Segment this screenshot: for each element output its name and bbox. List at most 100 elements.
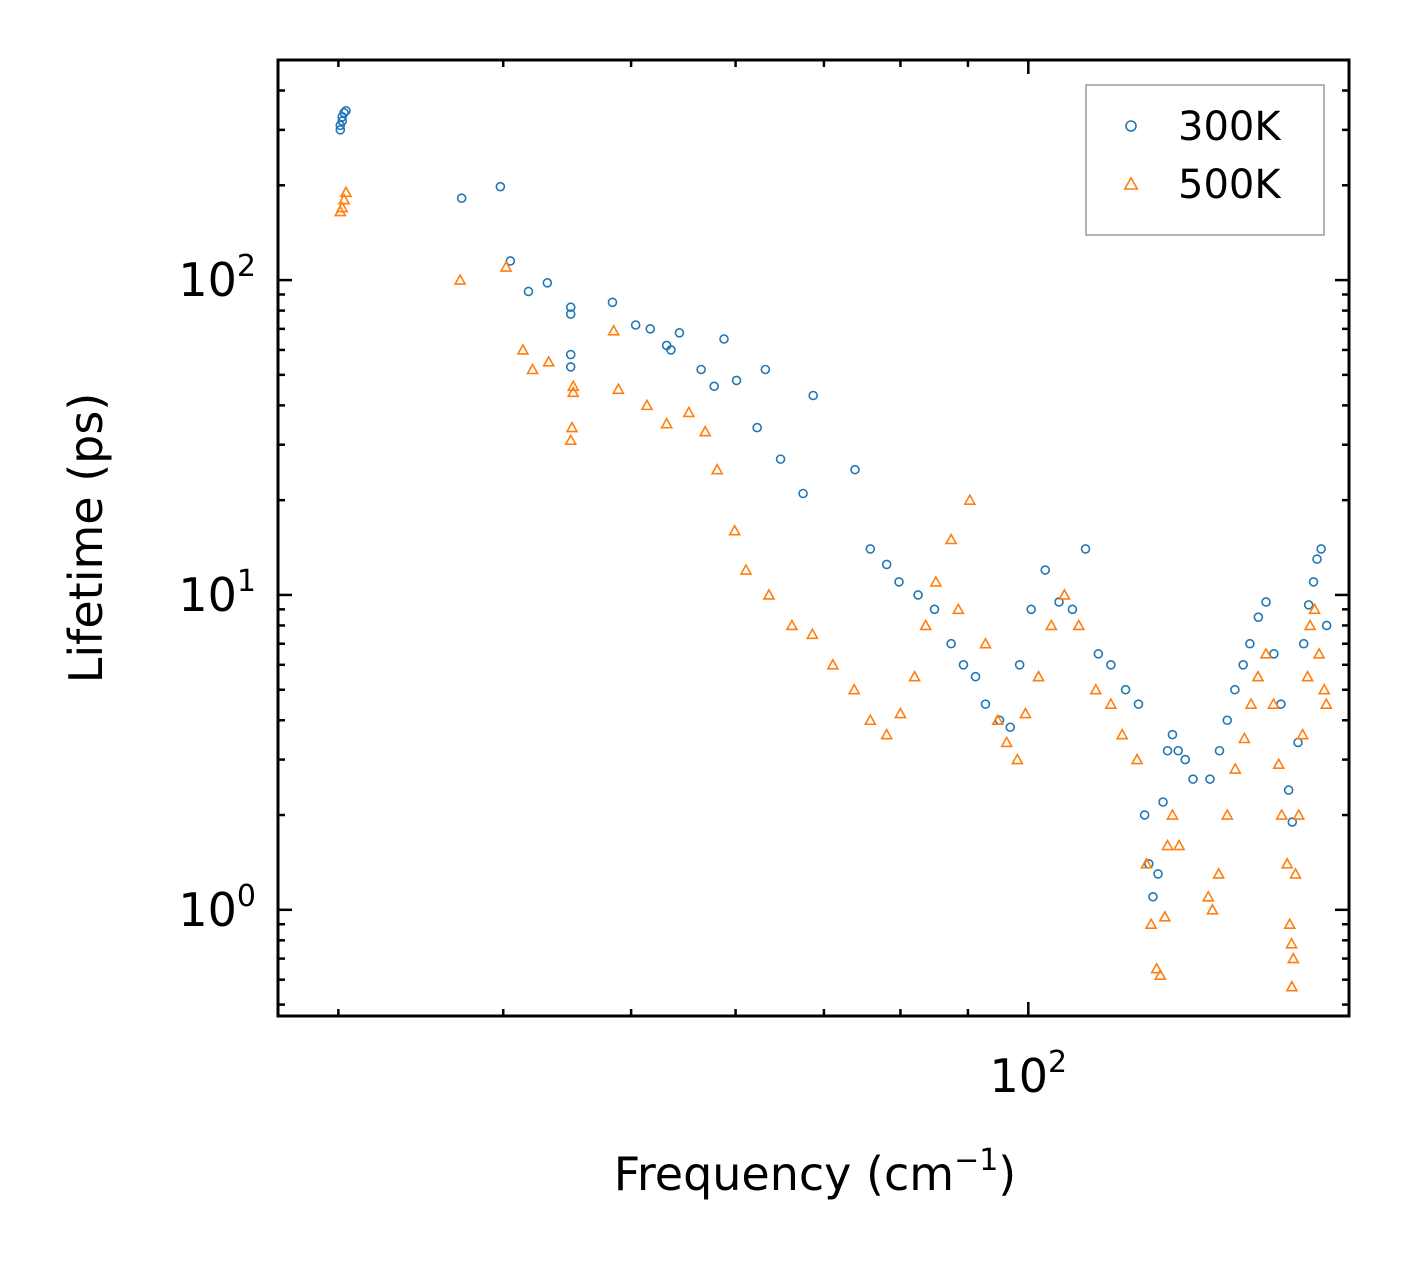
data-point-500K <box>333 204 347 217</box>
data-point-500K <box>1153 968 1167 980</box>
data-point-500K <box>1161 838 1174 851</box>
y-tick-label: 101 <box>178 564 256 622</box>
data-point-300K <box>1026 604 1036 615</box>
data-point-500K <box>607 324 621 336</box>
plot-frame <box>276 58 1351 1018</box>
data-point-500K <box>1303 618 1317 631</box>
data-point-500K <box>1272 757 1286 770</box>
data-point-300K <box>1054 597 1064 607</box>
data-point-300K <box>495 181 506 192</box>
data-point-300K <box>341 105 351 116</box>
data-point-500K <box>564 433 578 446</box>
data-point-500K <box>698 425 712 437</box>
data-point-500K <box>640 398 654 411</box>
legend: 300K 500K <box>1085 84 1325 236</box>
data-point-300K <box>565 309 576 319</box>
data-point-500K <box>1206 903 1219 915</box>
data-point-500K <box>339 185 353 198</box>
data-point-500K <box>337 193 351 205</box>
y-tick-label: 102 <box>178 249 256 307</box>
data-point-300K <box>760 364 771 375</box>
data-point-300K <box>1167 729 1178 740</box>
data-point-500K <box>1130 752 1144 765</box>
legend-label-300K: 300K <box>1178 104 1282 150</box>
data-point-300K <box>731 375 742 386</box>
data-point-300K <box>1040 565 1051 575</box>
data-point-500K <box>1166 808 1179 820</box>
data-point-300K <box>674 328 685 338</box>
data-point-300K <box>335 125 346 135</box>
data-point-300K <box>1067 604 1078 615</box>
data-point-500K <box>1312 647 1326 659</box>
data-point-500K <box>1158 910 1172 922</box>
data-point-500K <box>880 728 894 740</box>
data-point-300K <box>1014 660 1025 670</box>
data-point-500K <box>908 670 921 682</box>
data-point-300K <box>881 559 892 570</box>
x-axis-label-suffix: ) <box>998 1147 1016 1201</box>
data-point-300K <box>1133 699 1144 709</box>
data-point-500K <box>1275 808 1289 820</box>
data-point-500K <box>894 706 907 719</box>
data-point-500K <box>1259 647 1273 659</box>
series-300K <box>335 105 1332 902</box>
data-point-300K <box>894 577 904 587</box>
data-point-500K <box>1072 618 1086 631</box>
data-point-500K <box>499 260 513 272</box>
data-point-500K <box>1000 735 1014 748</box>
data-point-300K <box>630 320 641 330</box>
x-axis-label-superscript: −1 <box>954 1143 998 1178</box>
data-point-500K <box>1220 808 1234 820</box>
data-point-500K <box>944 532 958 545</box>
data-point-300K <box>1106 660 1116 670</box>
data-point-500K <box>1010 752 1024 765</box>
data-point-300K <box>1312 554 1322 564</box>
data-point-300K <box>719 334 729 344</box>
data-point-300K <box>958 660 969 670</box>
data-point-500K <box>762 588 776 600</box>
data-point-300K <box>1316 544 1326 554</box>
data-point-500K <box>1280 857 1294 869</box>
data-point-500K <box>566 385 580 398</box>
data-point-300K <box>696 364 706 375</box>
data-point-500K <box>1317 683 1331 695</box>
data-point-500K <box>1228 762 1242 774</box>
data-point-500K <box>682 405 696 418</box>
data-point-500K <box>951 602 965 615</box>
data-point-500K <box>785 618 799 631</box>
data-point-500K <box>1319 697 1333 709</box>
legend-box <box>1085 84 1325 236</box>
data-point-300K <box>1269 649 1279 659</box>
data-point-300K <box>1293 737 1303 748</box>
legend-marker-300K <box>1125 120 1137 132</box>
data-point-500K <box>526 362 539 375</box>
data-point-300K <box>946 638 956 649</box>
data-point-500K <box>1283 917 1297 930</box>
data-point-500K <box>542 355 556 367</box>
data-point-300K <box>1139 810 1150 820</box>
legend-marker-500K <box>1123 176 1139 190</box>
data-point-300K <box>970 671 981 682</box>
data-point-500K <box>1140 857 1153 869</box>
points-layer <box>333 105 1333 992</box>
data-point-500K <box>1308 602 1321 615</box>
data-point-500K <box>516 343 530 355</box>
data-point-300K <box>1298 638 1309 649</box>
legend-label-500K: 500K <box>1178 162 1282 208</box>
data-point-300K <box>565 302 576 313</box>
data-point-300K <box>1180 754 1191 765</box>
data-point-300K <box>850 464 860 475</box>
data-point-300K <box>1005 722 1016 733</box>
data-point-500K <box>1267 697 1280 709</box>
x-tick-label: 102 <box>989 1045 1067 1103</box>
data-point-500K <box>1019 706 1032 719</box>
data-point-300K <box>913 590 923 600</box>
data-point-300K <box>1261 597 1271 607</box>
data-point-500K <box>1238 731 1251 744</box>
data-point-300K <box>775 454 786 464</box>
data-point-300K <box>980 699 991 709</box>
x-axis-label-text: Frequency (cm <box>614 1147 954 1201</box>
data-point-300K <box>645 324 656 334</box>
data-point-300K <box>1153 869 1163 879</box>
